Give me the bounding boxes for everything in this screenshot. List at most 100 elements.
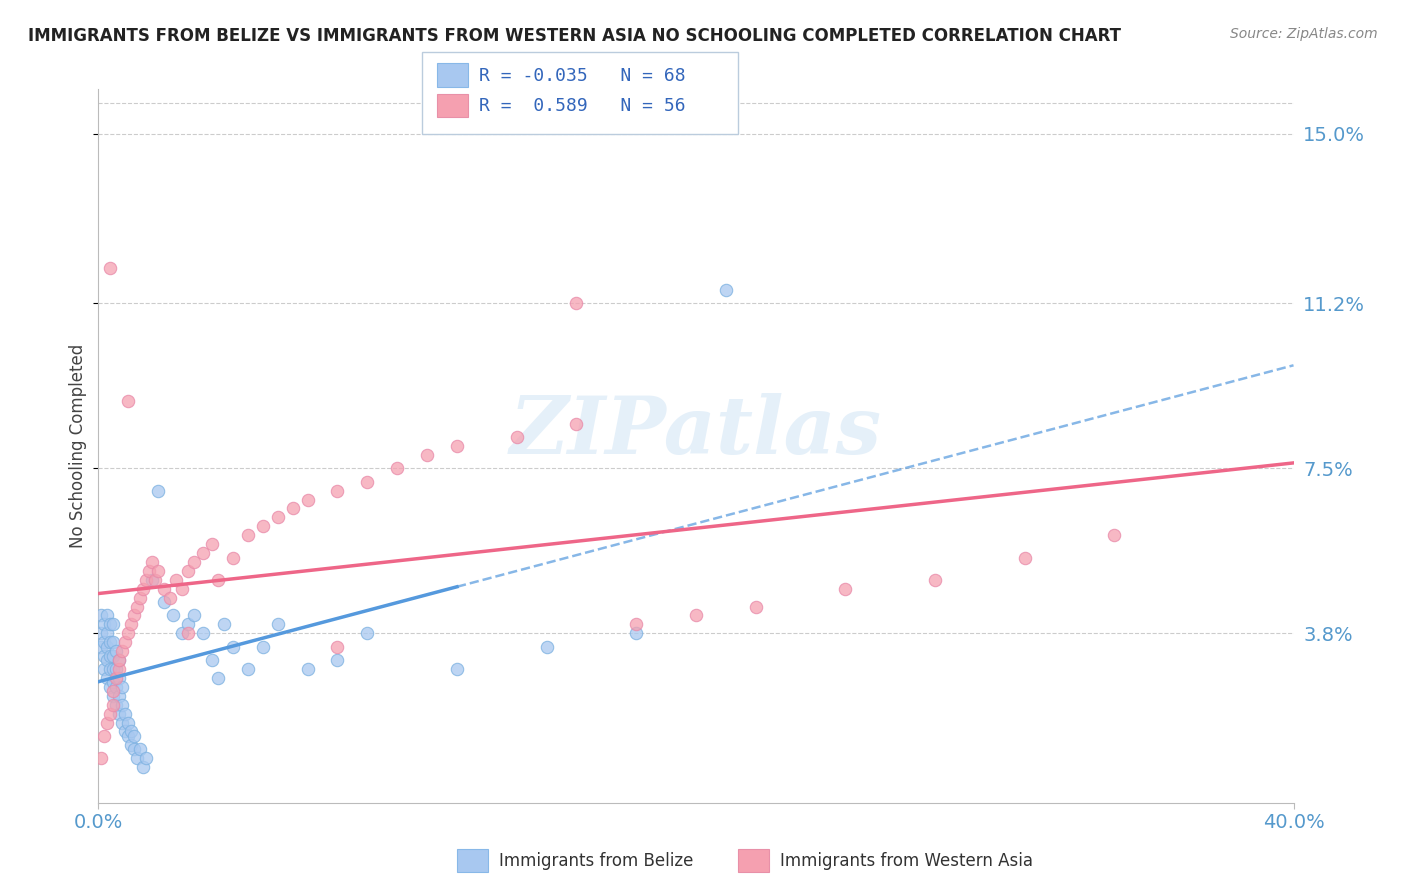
Point — [267, 617, 290, 632]
Point — [222, 550, 245, 565]
Point — [111, 680, 134, 694]
Point — [98, 617, 122, 632]
Point — [207, 671, 229, 685]
Point — [183, 608, 205, 623]
Point — [93, 648, 115, 663]
Point — [93, 635, 115, 649]
Point — [135, 751, 157, 765]
Point — [98, 706, 122, 721]
Point — [103, 635, 125, 649]
Point — [326, 640, 349, 654]
Point — [108, 662, 131, 676]
Point — [117, 729, 139, 743]
Point — [98, 662, 122, 676]
Point — [111, 715, 134, 730]
Point — [252, 640, 274, 654]
Point — [98, 648, 122, 663]
Point — [281, 501, 304, 516]
Point — [114, 724, 136, 739]
Point — [103, 617, 125, 632]
Point — [177, 617, 200, 632]
Point — [834, 582, 856, 596]
Point — [252, 519, 274, 533]
Point — [105, 680, 128, 694]
Point — [153, 582, 176, 596]
Point — [96, 608, 118, 623]
Point — [201, 537, 224, 551]
Point — [159, 591, 181, 605]
Point — [117, 626, 139, 640]
Point — [446, 662, 468, 676]
Point — [114, 635, 136, 649]
Point — [745, 599, 768, 614]
Point — [138, 564, 160, 578]
Point — [385, 461, 409, 475]
Text: R =  0.589   N = 56: R = 0.589 N = 56 — [479, 97, 686, 115]
Point — [416, 448, 439, 462]
Point — [103, 698, 125, 712]
Point — [1104, 528, 1126, 542]
Point — [96, 640, 118, 654]
Point — [96, 626, 118, 640]
Point — [132, 582, 155, 596]
Point — [191, 626, 214, 640]
Point — [124, 608, 146, 623]
Point — [96, 653, 118, 667]
Point — [267, 510, 290, 524]
Point — [1014, 550, 1036, 565]
Point — [141, 573, 163, 587]
Point — [626, 617, 648, 632]
Point — [108, 653, 131, 667]
Point — [98, 680, 122, 694]
Point — [129, 591, 152, 605]
Point — [105, 671, 128, 685]
Point — [129, 742, 152, 756]
Text: ZIPatlas: ZIPatlas — [510, 393, 882, 470]
Point — [536, 640, 558, 654]
Point — [236, 662, 259, 676]
Point — [90, 751, 112, 765]
Point — [212, 617, 235, 632]
Point — [172, 582, 194, 596]
Point — [326, 483, 349, 498]
Point — [201, 653, 224, 667]
Point — [93, 662, 115, 676]
Point — [356, 475, 378, 489]
Point — [153, 595, 176, 609]
Point — [108, 706, 131, 721]
Point — [714, 283, 737, 297]
Point — [191, 546, 214, 560]
Point — [103, 689, 125, 703]
Point — [105, 698, 128, 712]
Point — [124, 742, 146, 756]
Text: Immigrants from Belize: Immigrants from Belize — [499, 852, 693, 870]
Point — [236, 528, 259, 542]
Point — [103, 662, 125, 676]
Point — [114, 706, 136, 721]
Point — [924, 573, 946, 587]
Point — [565, 417, 588, 431]
Point — [93, 617, 115, 632]
Point — [124, 729, 146, 743]
Point — [356, 626, 378, 640]
Point — [108, 671, 131, 685]
Text: Source: ZipAtlas.com: Source: ZipAtlas.com — [1230, 27, 1378, 41]
Point — [148, 483, 170, 498]
Point — [222, 640, 245, 654]
Point — [120, 724, 142, 739]
Point — [105, 662, 128, 676]
Point — [108, 689, 131, 703]
Point — [117, 715, 139, 730]
Point — [446, 439, 468, 453]
Text: R = -0.035   N = 68: R = -0.035 N = 68 — [479, 67, 686, 85]
Point — [96, 715, 118, 730]
Point — [127, 751, 149, 765]
Point — [685, 608, 707, 623]
Point — [103, 684, 125, 698]
Point — [172, 626, 194, 640]
Point — [177, 626, 200, 640]
Point — [120, 617, 142, 632]
Point — [90, 640, 112, 654]
Point — [565, 296, 588, 310]
Point — [90, 626, 112, 640]
